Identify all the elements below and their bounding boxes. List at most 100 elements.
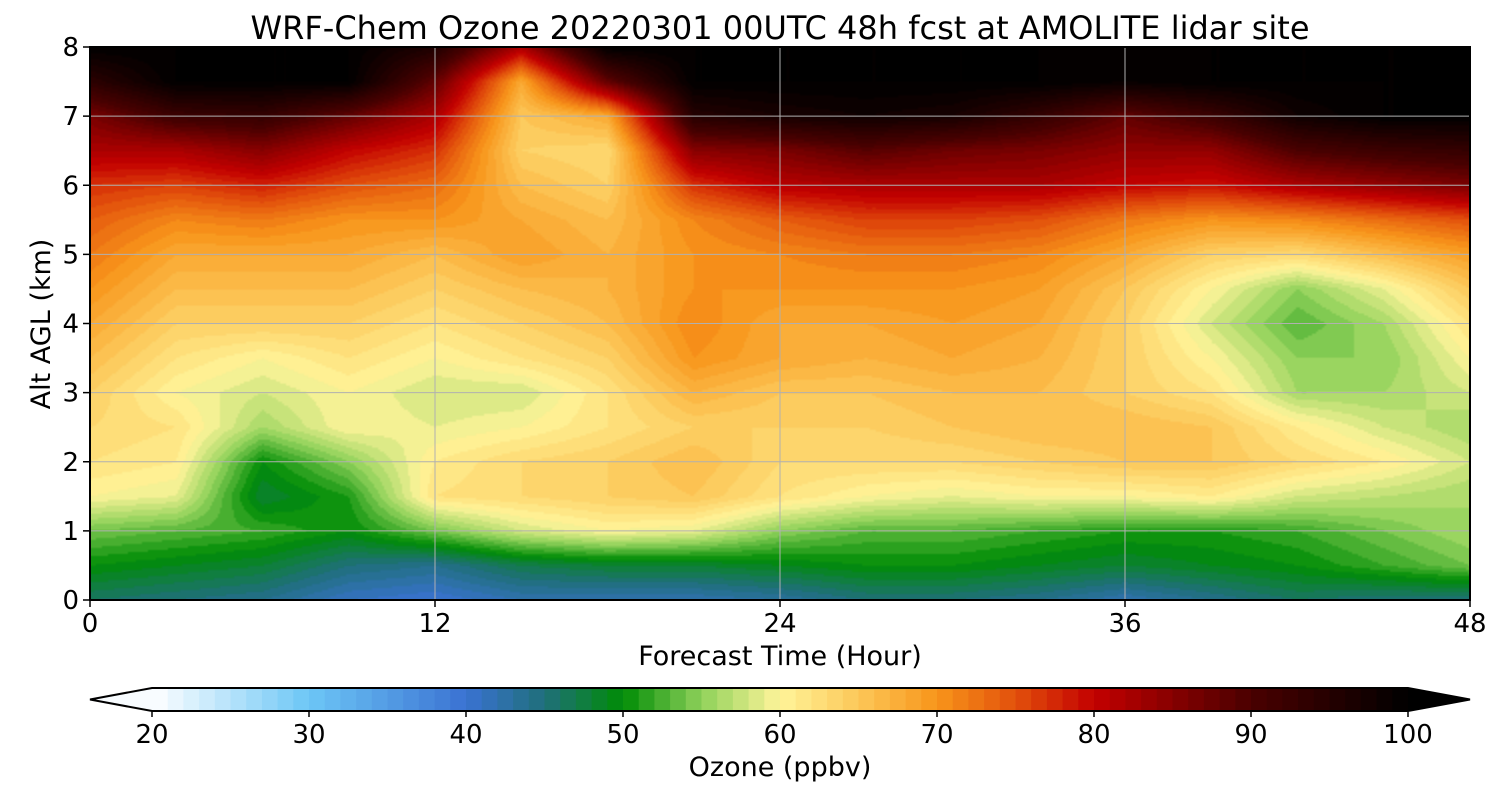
colorbar-segment (1235, 688, 1252, 711)
y-tick-label: 2 (62, 448, 79, 478)
colorbar-segment (199, 688, 216, 711)
y-tick-label: 1 (62, 517, 79, 547)
colorbar-segment (1031, 688, 1048, 711)
colorbar-segment (466, 688, 483, 711)
colorbar-segment (481, 688, 498, 711)
colorbar-tick-label: 40 (449, 720, 482, 750)
colorbar-segment (1251, 688, 1268, 711)
colorbar-segment (1329, 688, 1346, 711)
x-tick-label: 12 (418, 609, 451, 639)
colorbar-segment (1266, 688, 1283, 711)
x-tick-label: 0 (82, 609, 99, 639)
colorbar-segment (167, 688, 184, 711)
colorbar-segment (827, 688, 844, 711)
colorbar-tick-label: 20 (135, 720, 168, 750)
colorbar-segment (842, 688, 860, 711)
colorbar-segment (701, 688, 718, 711)
colorbar-segment (1298, 688, 1315, 711)
colorbar-segment (309, 688, 326, 711)
colorbar-segment (905, 688, 922, 711)
colorbar-segment (811, 688, 828, 711)
colorbar-segment (1282, 688, 1299, 711)
colorbar-tick-label: 80 (1077, 720, 1110, 750)
colorbar-segment (575, 688, 593, 711)
colorbar-tick-label: 30 (292, 720, 325, 750)
colorbar-segment (1345, 688, 1362, 711)
colorbar-segment (858, 688, 875, 711)
colorbar-segment (497, 688, 514, 711)
colorbar-segment (968, 688, 985, 711)
x-axis: 0 12 24 36 48 (82, 600, 1487, 639)
colorbar-segment (638, 688, 655, 711)
colorbar-segment (1078, 688, 1095, 711)
colorbar-label: Ozone (ppbv) (689, 752, 872, 783)
colorbar-segment (1172, 688, 1189, 711)
colorbar-segment (403, 688, 420, 711)
y-axis-label: Alt AGL (km) (26, 239, 57, 410)
colorbar-segment (513, 688, 530, 711)
colorbar-segment (780, 688, 797, 711)
colorbar-segment (214, 688, 232, 711)
colorbar-segment (1219, 688, 1236, 711)
colorbar-segment (748, 688, 765, 711)
colorbar-segment (544, 688, 561, 711)
colorbar-segment (183, 688, 200, 711)
y-tick-label: 7 (62, 102, 79, 132)
colorbar-segment (277, 688, 294, 711)
colorbar-segment (889, 688, 907, 711)
y-tick-label: 8 (62, 33, 79, 63)
y-tick-label: 3 (62, 379, 79, 409)
colorbar-segment (324, 688, 341, 711)
colorbar-segment (340, 688, 357, 711)
colorbar-segment (1376, 688, 1393, 711)
colorbar-segment (560, 688, 577, 711)
colorbar-extend-low (90, 688, 152, 711)
colorbar-segment (732, 688, 750, 711)
colorbar-segment (952, 688, 969, 711)
colorbar-segment (152, 688, 169, 711)
colorbar-segment (999, 688, 1017, 711)
y-tick-label: 5 (62, 240, 79, 270)
colorbar-segment (984, 688, 1001, 711)
colorbar-segment (1156, 688, 1174, 711)
colorbar-segment (654, 688, 671, 711)
colorbar-segment (230, 688, 247, 711)
colorbar-segment (1109, 688, 1126, 711)
colorbar-segment (1360, 688, 1378, 711)
colorbar-segment (261, 688, 279, 711)
colorbar-segment (371, 688, 389, 711)
colorbar-segment (685, 688, 703, 711)
colorbar-segment (528, 688, 546, 711)
colorbar-tick-label: 60 (763, 720, 796, 750)
colorbar-tick-label: 50 (606, 720, 639, 750)
colorbar-extend-high (1408, 688, 1470, 711)
colorbar-segment (937, 688, 954, 711)
colorbar-segment (874, 688, 891, 711)
colorbar-segment (387, 688, 404, 711)
colorbar-segment (607, 688, 624, 711)
colorbar-segment (1313, 688, 1331, 711)
colorbar-segment (450, 688, 467, 711)
colorbar-segment (293, 688, 310, 711)
colorbar-segment (1203, 688, 1221, 711)
colorbar-segment (1062, 688, 1079, 711)
colorbar-tick-label: 70 (920, 720, 953, 750)
x-tick-label: 48 (1453, 609, 1486, 639)
y-tick-label: 6 (62, 171, 79, 201)
colorbar-segment (1046, 688, 1064, 711)
colorbar-segment (1094, 688, 1111, 711)
colorbar-segment (418, 688, 436, 711)
colorbar-segment (717, 688, 734, 711)
x-tick-label: 24 (763, 609, 796, 639)
colorbar-segment (356, 688, 373, 711)
colorbar-segment (1015, 688, 1032, 711)
colorbar-segment (795, 688, 812, 711)
x-tick-label: 36 (1108, 609, 1141, 639)
colorbar-segment (591, 688, 608, 711)
colorbar-segment (921, 688, 938, 711)
colorbar-segment (764, 688, 781, 711)
colorbar-tick-label: 100 (1383, 720, 1433, 750)
colorbar-segment (1141, 688, 1158, 711)
colorbar-segment (670, 688, 687, 711)
colorbar-segment (1188, 688, 1205, 711)
